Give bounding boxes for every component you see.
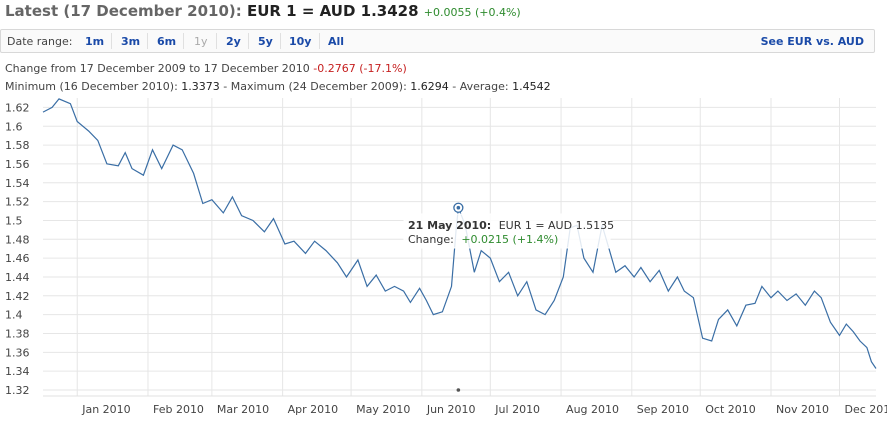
y-tick-label: 1.5 xyxy=(5,214,23,227)
minimum-label: Minimum (16 December 2010): xyxy=(5,80,178,93)
range-divider xyxy=(216,33,217,49)
date-range-label: Date range: xyxy=(7,35,73,48)
x-tick-label: Feb 2010 xyxy=(153,403,204,416)
range-all-button[interactable]: All xyxy=(328,35,345,48)
range-1y-button: 1y xyxy=(194,35,208,48)
svg-text:21 May 2010: EUR 1 = A: 21 May 2010: EUR 1 = AUD 1.5135 xyxy=(408,219,614,232)
x-tick-label: Oct 2010 xyxy=(705,403,756,416)
range-5y-button[interactable]: 5y xyxy=(258,35,273,48)
y-tick-label: 1.62 xyxy=(5,101,30,114)
y-tick-label: 1.56 xyxy=(5,158,30,171)
range-divider xyxy=(147,33,148,49)
headline-prefix: Latest (17 December 2010): xyxy=(5,2,242,20)
maximum-label: - Maximum (24 December 2009): xyxy=(223,80,407,93)
chart-grid xyxy=(43,98,876,397)
range-divider xyxy=(248,33,249,49)
headline-rate: EUR 1 = AUD 1.3428 xyxy=(246,2,419,20)
x-tick-label: Jan 2010 xyxy=(81,403,130,416)
y-tick-label: 1.38 xyxy=(5,327,30,340)
hover-point-dot xyxy=(456,205,461,210)
average-label: - Average: xyxy=(452,80,509,93)
range-divider xyxy=(183,33,184,49)
change-label: Change from 17 December 2009 to 17 Decem… xyxy=(5,62,310,75)
x-tick-label: Nov 2010 xyxy=(776,403,829,416)
x-tick-label: Mar 2010 xyxy=(217,403,269,416)
headline: Latest (17 December 2010): EUR 1 = AUD 1… xyxy=(5,2,521,20)
y-tick-label: 1.52 xyxy=(5,196,30,209)
y-tick-label: 1.48 xyxy=(5,233,30,246)
y-tick-label: 1.46 xyxy=(5,252,30,265)
range-1m-button[interactable]: 1m xyxy=(85,35,105,48)
x-tick-label: May 2010 xyxy=(356,403,410,416)
range-2y-button[interactable]: 2y xyxy=(226,35,241,48)
y-tick-label: 1.4 xyxy=(5,309,23,322)
x-tick-label: Jun 2010 xyxy=(426,403,476,416)
change-value: -0.2767 (-17.1%) xyxy=(313,62,407,75)
average-value: 1.4542 xyxy=(512,80,551,93)
range-3m-button[interactable]: 3m xyxy=(121,35,141,48)
x-tick-label: Aug 2010 xyxy=(566,403,619,416)
tooltip-date: 21 May 2010: xyxy=(408,219,491,232)
change-summary: Change from 17 December 2009 to 17 Decem… xyxy=(5,62,407,75)
y-tick-label: 1.32 xyxy=(5,384,30,397)
range-10y-button[interactable]: 10y xyxy=(289,35,312,48)
tooltip-change-value: +0.0215 (+1.4%) xyxy=(461,233,558,246)
hover-marker xyxy=(453,202,464,392)
x-tick-label: Sep 2010 xyxy=(637,403,689,416)
y-tick-label: 1.6 xyxy=(5,120,23,133)
range-divider xyxy=(280,33,281,49)
date-range-toolbar: Date range: 1m 3m 6m 1y 2y 5y 10y All Se… xyxy=(0,29,875,53)
range-divider xyxy=(111,33,112,49)
x-tick-label: Jul 2010 xyxy=(494,403,540,416)
y-tick-label: 1.36 xyxy=(5,346,30,359)
y-tick-label: 1.54 xyxy=(5,177,30,190)
tooltip-change-label: Change: xyxy=(408,233,454,246)
maximum-value: 1.6294 xyxy=(410,80,449,93)
stats-summary: Minimum (16 December 2010): 1.3373 - Max… xyxy=(5,80,551,93)
x-tick-label: Dec 2010 xyxy=(844,403,887,416)
minimum-value: 1.3373 xyxy=(181,80,220,93)
rate-series-line xyxy=(42,98,877,369)
range-6m-button[interactable]: 6m xyxy=(157,35,177,48)
y-tick-label: 1.42 xyxy=(5,290,30,303)
range-divider xyxy=(319,33,320,49)
y-tick-label: 1.58 xyxy=(5,139,30,152)
y-axis-ticks: 1.32 1.34 1.36 1.38 1.4 1.42 1.44 1.46 1.48 1.5 1.… xyxy=(5,101,30,397)
hover-tooltip: 21 May 2010: EUR 1 = AUD 1.5135 Change: … xyxy=(403,213,614,249)
headline-delta: +0.0055 (+0.4%) xyxy=(423,6,521,19)
tooltip-rate: EUR 1 = AUD 1.5135 xyxy=(499,219,614,232)
y-tick-label: 1.34 xyxy=(5,365,30,378)
hover-axis-marker xyxy=(456,388,461,392)
see-eur-vs-aud-link[interactable]: See EUR vs. AUD xyxy=(760,35,864,48)
svg-text:Change: +0.0215 (+1.4%: Change: +0.0215 (+1.4%) xyxy=(408,233,558,246)
y-tick-label: 1.44 xyxy=(5,271,30,284)
x-tick-label: Apr 2010 xyxy=(288,403,339,416)
x-axis-ticks: Jan 2010 Feb 2010 Mar 2010 Apr 2010 May 2010… xyxy=(81,403,887,416)
